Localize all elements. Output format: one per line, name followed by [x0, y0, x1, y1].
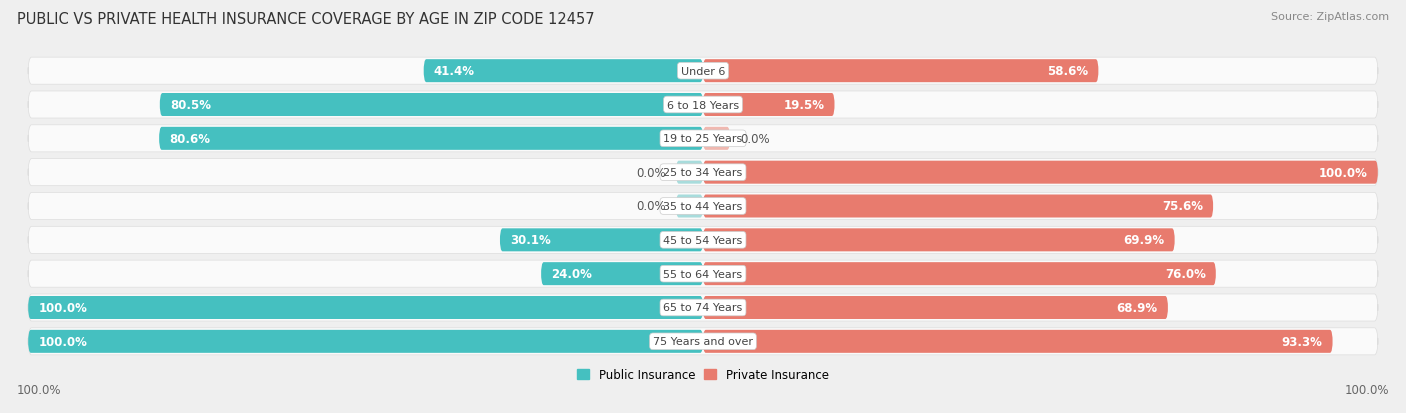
FancyBboxPatch shape — [703, 161, 1378, 184]
Text: 41.4%: 41.4% — [433, 65, 475, 78]
FancyBboxPatch shape — [28, 159, 1378, 186]
Text: 100.0%: 100.0% — [38, 301, 87, 314]
Text: 75 Years and over: 75 Years and over — [652, 337, 754, 347]
Text: 19.5%: 19.5% — [783, 99, 824, 112]
FancyBboxPatch shape — [703, 296, 1168, 319]
Text: 93.3%: 93.3% — [1282, 335, 1323, 348]
Text: 80.5%: 80.5% — [170, 99, 211, 112]
FancyBboxPatch shape — [703, 195, 1213, 218]
FancyBboxPatch shape — [541, 263, 703, 285]
FancyBboxPatch shape — [501, 229, 703, 252]
Text: PUBLIC VS PRIVATE HEALTH INSURANCE COVERAGE BY AGE IN ZIP CODE 12457: PUBLIC VS PRIVATE HEALTH INSURANCE COVER… — [17, 12, 595, 27]
FancyBboxPatch shape — [28, 193, 1378, 220]
Text: 69.9%: 69.9% — [1123, 234, 1164, 247]
FancyBboxPatch shape — [28, 58, 1378, 85]
Text: 65 to 74 Years: 65 to 74 Years — [664, 303, 742, 313]
Text: 100.0%: 100.0% — [1344, 384, 1389, 396]
Text: 0.0%: 0.0% — [637, 200, 666, 213]
Text: 80.6%: 80.6% — [169, 133, 209, 145]
Text: 76.0%: 76.0% — [1166, 268, 1206, 280]
FancyBboxPatch shape — [28, 261, 1378, 287]
Text: 19 to 25 Years: 19 to 25 Years — [664, 134, 742, 144]
Text: 0.0%: 0.0% — [740, 133, 769, 145]
Text: 58.6%: 58.6% — [1047, 65, 1088, 78]
Text: 0.0%: 0.0% — [637, 166, 666, 179]
FancyBboxPatch shape — [28, 296, 703, 319]
Text: 100.0%: 100.0% — [17, 384, 62, 396]
FancyBboxPatch shape — [703, 263, 1216, 285]
FancyBboxPatch shape — [703, 94, 835, 117]
Text: 6 to 18 Years: 6 to 18 Years — [666, 100, 740, 110]
FancyBboxPatch shape — [28, 92, 1378, 119]
Text: 35 to 44 Years: 35 to 44 Years — [664, 202, 742, 211]
Text: 55 to 64 Years: 55 to 64 Years — [664, 269, 742, 279]
Text: Under 6: Under 6 — [681, 66, 725, 76]
FancyBboxPatch shape — [703, 330, 1333, 353]
Text: Source: ZipAtlas.com: Source: ZipAtlas.com — [1271, 12, 1389, 22]
Text: 25 to 34 Years: 25 to 34 Years — [664, 168, 742, 178]
FancyBboxPatch shape — [28, 328, 1378, 355]
FancyBboxPatch shape — [676, 161, 703, 184]
Text: 24.0%: 24.0% — [551, 268, 592, 280]
FancyBboxPatch shape — [28, 330, 703, 353]
FancyBboxPatch shape — [703, 128, 730, 150]
FancyBboxPatch shape — [159, 128, 703, 150]
Legend: Public Insurance, Private Insurance: Public Insurance, Private Insurance — [572, 363, 834, 386]
Text: 100.0%: 100.0% — [38, 335, 87, 348]
FancyBboxPatch shape — [28, 294, 1378, 321]
FancyBboxPatch shape — [676, 195, 703, 218]
FancyBboxPatch shape — [423, 60, 703, 83]
Text: 75.6%: 75.6% — [1163, 200, 1204, 213]
FancyBboxPatch shape — [28, 227, 1378, 254]
Text: 45 to 54 Years: 45 to 54 Years — [664, 235, 742, 245]
FancyBboxPatch shape — [703, 60, 1098, 83]
Text: 68.9%: 68.9% — [1116, 301, 1159, 314]
FancyBboxPatch shape — [703, 229, 1175, 252]
FancyBboxPatch shape — [160, 94, 703, 117]
Text: 30.1%: 30.1% — [510, 234, 551, 247]
Text: 100.0%: 100.0% — [1319, 166, 1368, 179]
FancyBboxPatch shape — [28, 126, 1378, 152]
